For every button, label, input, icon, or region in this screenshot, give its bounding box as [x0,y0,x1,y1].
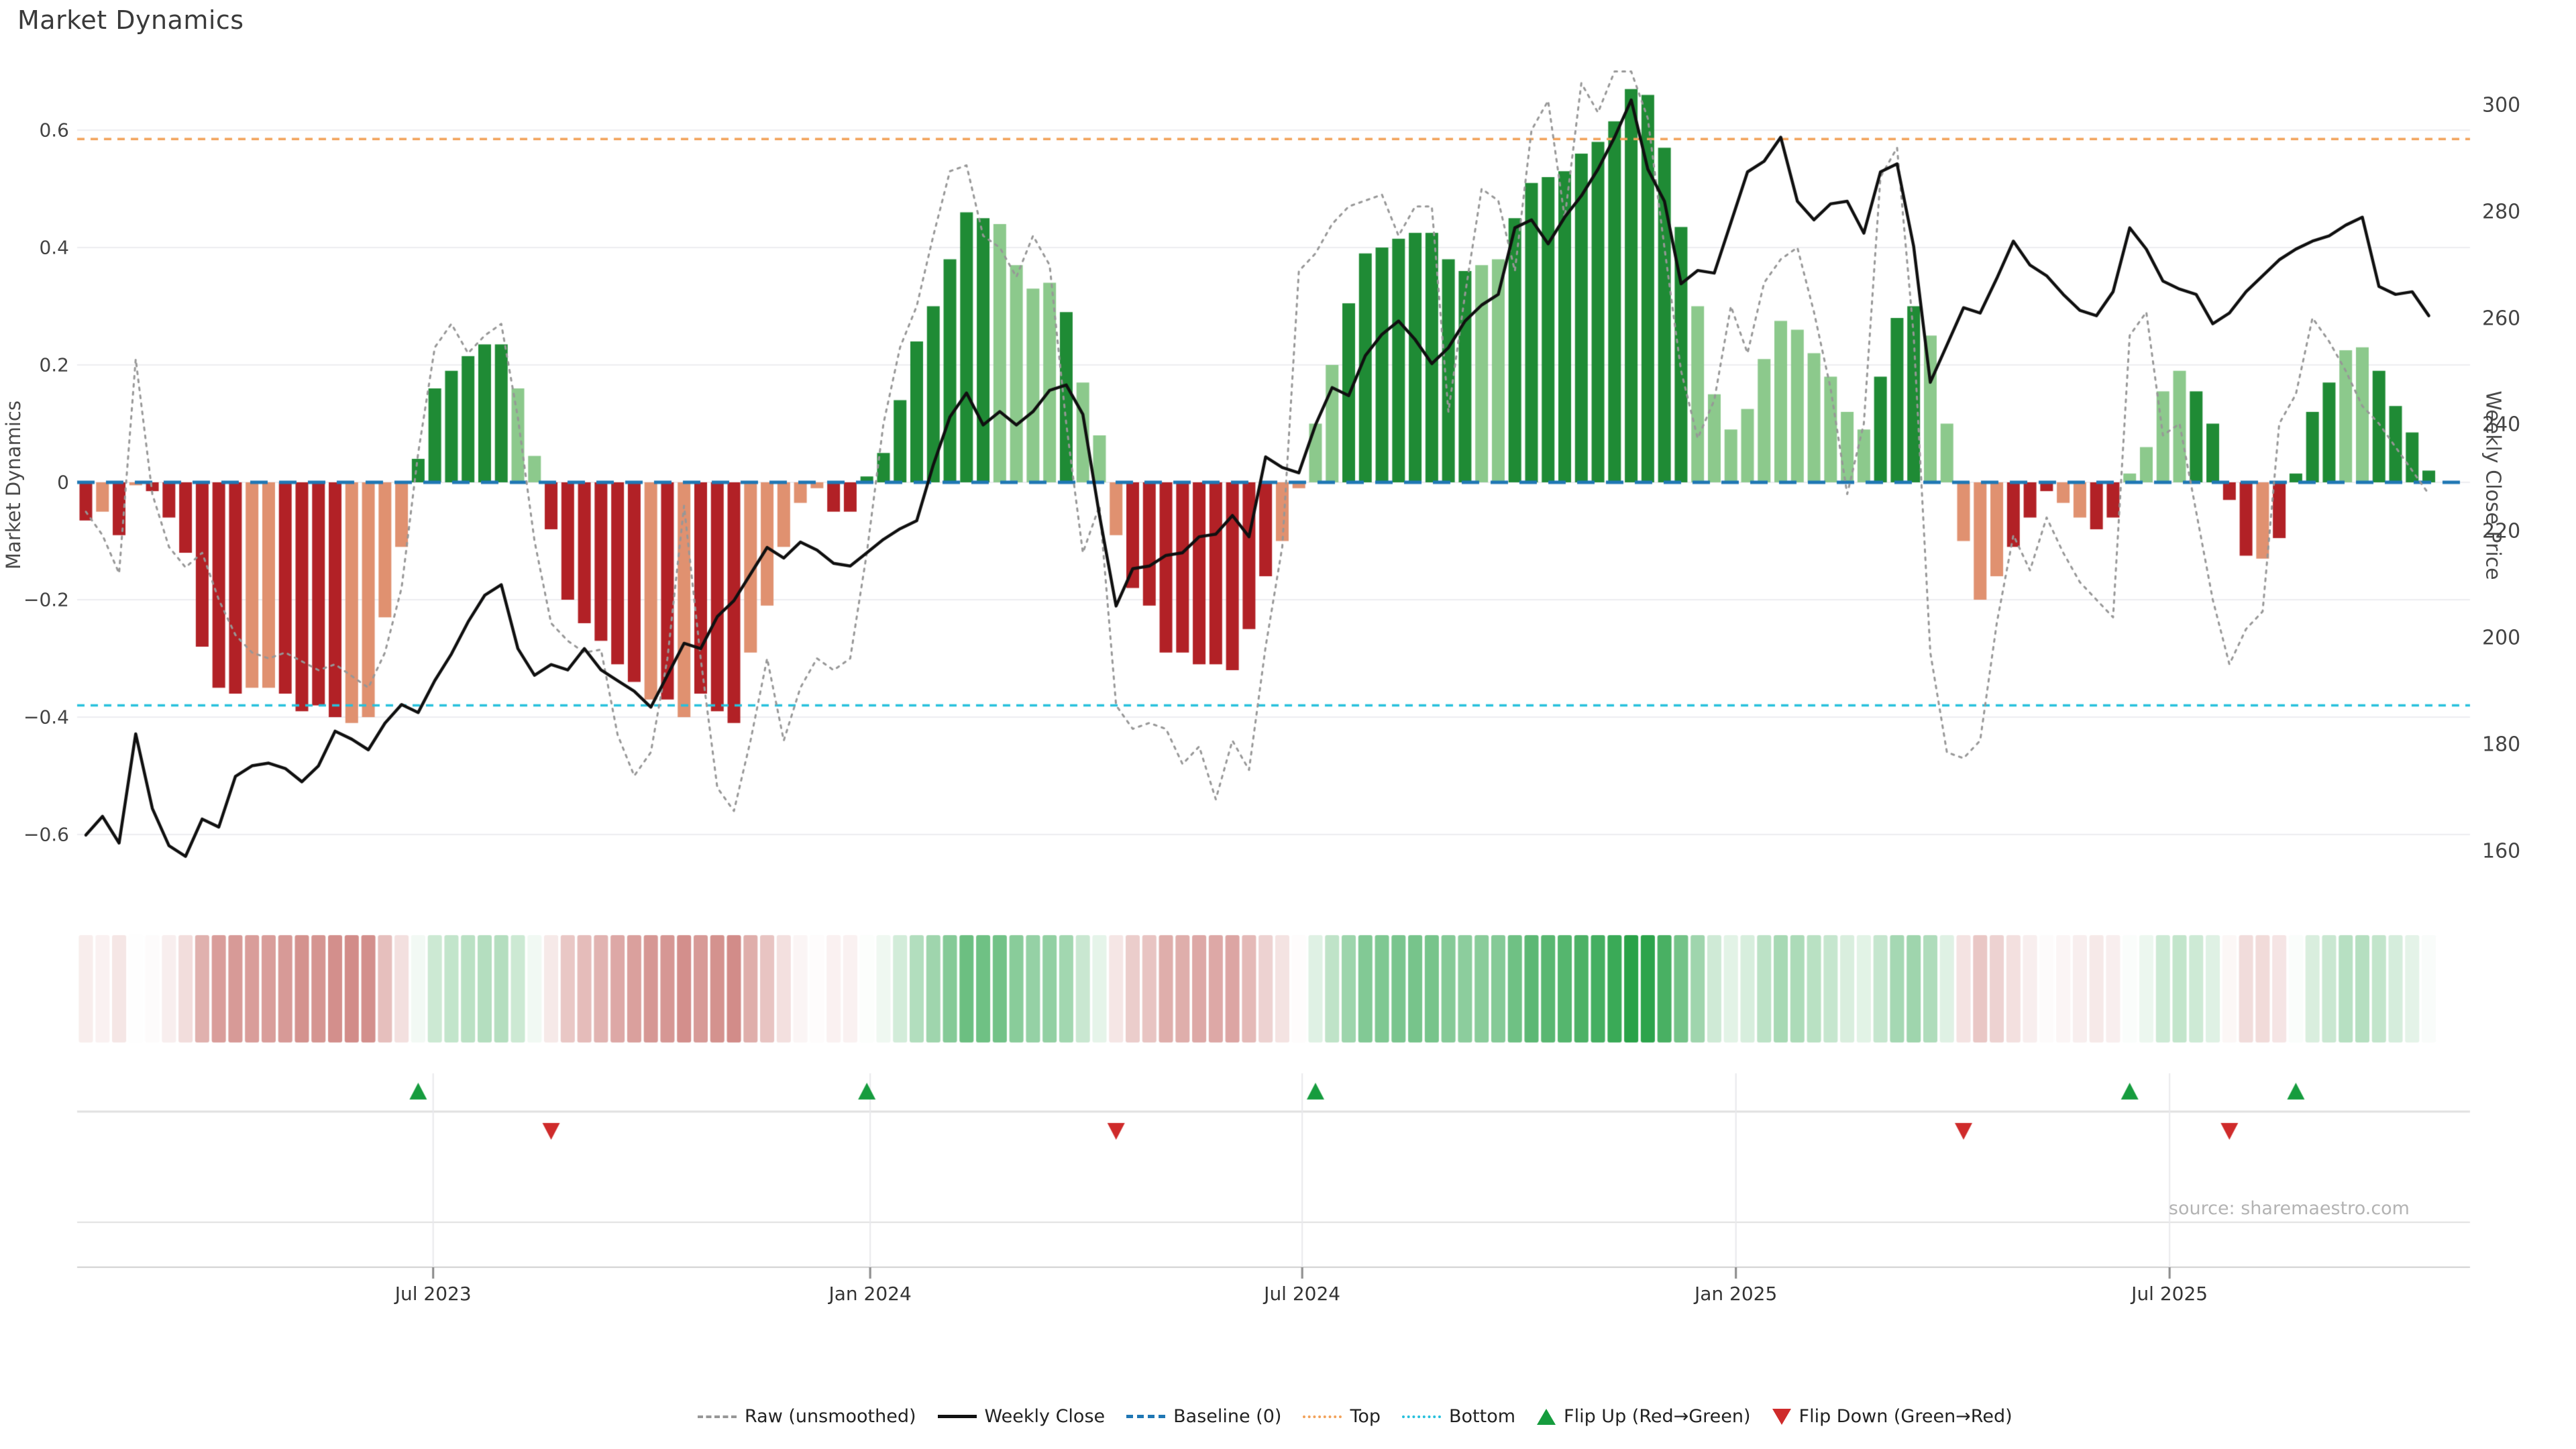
x-axis-tick-jul-2024: Jul 2024 [1264,1283,1341,1305]
page-title: Market Dynamics [17,5,244,35]
right-axis-tick-180: 180 [2482,733,2521,757]
right-axis-tick-280: 280 [2482,200,2521,224]
dashed-blue-icon [1126,1415,1166,1418]
left-axis-tick-−0.2: −0.2 [23,588,69,611]
source-note: source: sharemaestro.com [2168,1198,2410,1219]
right-axis-tick-300: 300 [2482,93,2521,117]
left-axis-tick-0.2: 0.2 [39,354,69,376]
right-axis-tick-200: 200 [2482,626,2521,650]
triangle-down-red-icon [1772,1408,1791,1425]
left-axis-tick-0.6: 0.6 [39,119,69,142]
legend-item-triangle-up-green: Flip Up (Red→Green) [1537,1406,1751,1427]
legend-label: Bottom [1449,1406,1516,1427]
legend-item-dashed-blue: Baseline (0) [1126,1406,1281,1427]
right-axis-tick-260: 260 [2482,307,2521,331]
x-axis-tick-jan-2024: Jan 2024 [828,1283,912,1305]
left-axis-tick-0.4: 0.4 [39,236,69,259]
legend-item-dotted-gray: Raw (unsmoothed) [698,1406,916,1427]
x-axis-tick-jan-2025: Jan 2025 [1694,1283,1778,1305]
left-axis-tick-0: 0 [57,471,69,494]
legend: Raw (unsmoothed) Weekly Close Baseline (0)… [698,1406,2012,1427]
right-axis-label: Weekly Close Price [2481,390,2505,580]
legend-label: Top [1350,1406,1381,1427]
legend-label: Weekly Close [984,1406,1106,1427]
legend-item-solid-black: Weekly Close [937,1406,1106,1427]
right-axis-tick-160: 160 [2482,839,2521,863]
legend-item-triangle-down-red: Flip Down (Green→Red) [1772,1406,2012,1427]
x-axis-tick-jul-2023: Jul 2023 [394,1283,472,1305]
left-axis-label: Market Dynamics [2,400,25,570]
legend-label: Flip Up (Red→Green) [1564,1406,1751,1427]
right-axis-tick-240: 240 [2482,413,2521,437]
left-axis-tick-−0.6: −0.6 [23,823,69,846]
legend-label: Flip Down (Green→Red) [1799,1406,2012,1427]
legend-label: Raw (unsmoothed) [745,1406,916,1427]
legend-item-dotted-cyan: Bottom [1402,1406,1515,1427]
triangle-up-green-icon [1537,1408,1556,1425]
legend-item-dotted-orange: Top [1303,1406,1381,1427]
dotted-gray-icon [698,1415,737,1418]
dotted-cyan-icon [1402,1415,1441,1418]
solid-black-icon [937,1415,977,1418]
left-axis-tick-−0.4: −0.4 [23,706,69,729]
x-axis-tick-jul-2025: Jul 2025 [2131,1283,2208,1305]
dotted-orange-icon [1303,1415,1342,1418]
right-axis-tick-220: 220 [2482,519,2521,543]
legend-label: Baseline (0) [1173,1406,1282,1427]
